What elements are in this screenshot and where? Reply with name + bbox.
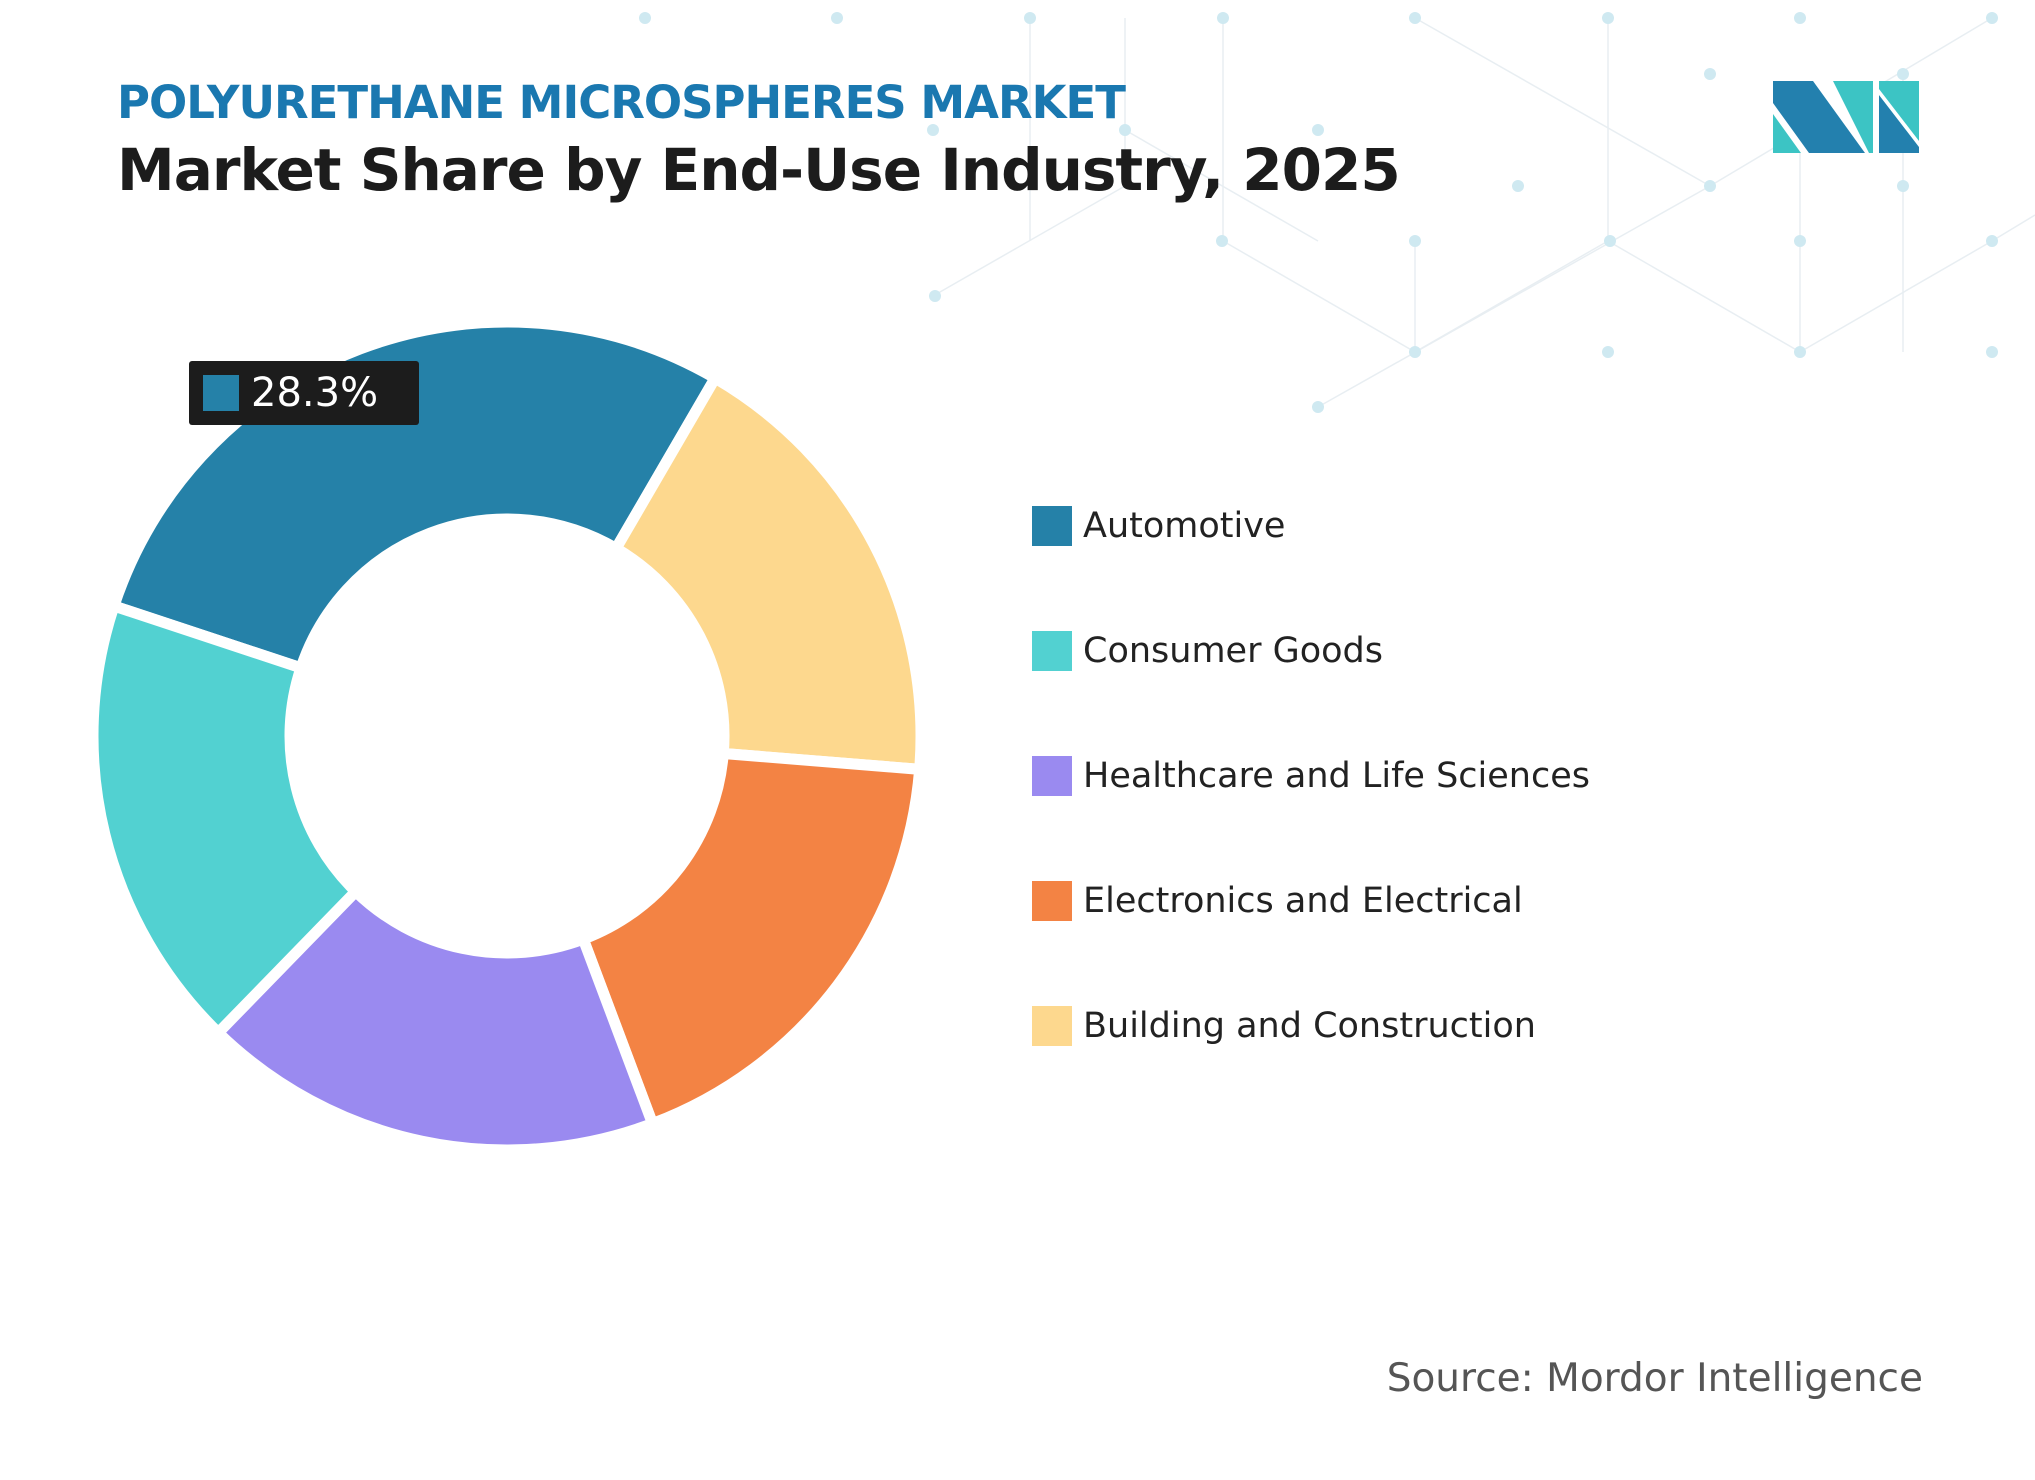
legend-label: Healthcare and Life Sciences (1083, 756, 1590, 796)
hexagon-background-pattern (639, 12, 2035, 413)
pattern-dot (1794, 235, 1806, 247)
pattern-dot (1986, 235, 1998, 247)
legend-label: Consumer Goods (1083, 631, 1383, 671)
pattern-dot (1794, 346, 1806, 358)
legend-swatch (1032, 631, 1072, 671)
pattern-dot (1409, 346, 1421, 358)
pattern-dot (1986, 346, 1998, 358)
data-label-text: 28.3% (251, 370, 379, 416)
pattern-dot (1897, 68, 1909, 80)
pattern-dot (1216, 235, 1228, 247)
pattern-dot (1217, 12, 1229, 24)
pattern-dot (1312, 124, 1324, 136)
pattern-dot (929, 290, 941, 302)
legend-label: Automotive (1083, 506, 1286, 546)
pattern-line (932, 185, 1126, 297)
pattern-line (1607, 240, 1801, 353)
slice-consumer-goods (87, 599, 364, 1041)
legend-swatch (1032, 1006, 1072, 1046)
pattern-dot (1794, 12, 1806, 24)
pattern-dot (1312, 401, 1324, 413)
pattern-dot (1602, 12, 1614, 24)
legend-item-electronics: Electronics and Electrical (1032, 881, 1590, 921)
mordor-logo-icon (1773, 81, 1919, 153)
pattern-dot (1512, 180, 1524, 192)
pattern-line (1222, 240, 1416, 353)
pattern-dot (1119, 124, 1131, 136)
data-label-automotive: 28.3% (189, 361, 419, 425)
pattern-line (1414, 17, 1711, 187)
slice-building-and-construction (608, 370, 927, 776)
pattern-dot (639, 12, 651, 24)
pattern-dot (1602, 346, 1614, 358)
legend-label: Electronics and Electrical (1083, 881, 1523, 921)
pattern-dot (831, 12, 843, 24)
pattern-dot (1897, 180, 1909, 192)
pattern-dot (1704, 68, 1716, 80)
pattern-dot (927, 124, 939, 136)
pattern-dot (1409, 235, 1421, 247)
legend-item-healthcare: Healthcare and Life Sciences (1032, 756, 1590, 796)
pattern-line (1317, 185, 1711, 408)
pattern-line (1799, 240, 1993, 353)
callout-swatch (203, 375, 239, 411)
pattern-dot (1986, 12, 1998, 24)
pattern-line (1124, 129, 1319, 242)
pattern-line (1991, 214, 2035, 242)
legend-label: Building and Construction (1083, 1006, 1536, 1046)
pattern-dot (1409, 12, 1421, 24)
legend: Automotive Consumer Goods Healthcare and… (1032, 506, 1590, 1131)
chart-kicker: POLYURETHANE MICROSPHERES MARKET (117, 76, 1126, 129)
source-note: Source: Mordor Intelligence (1386, 1356, 1923, 1401)
legend-item-automotive: Automotive (1032, 506, 1590, 546)
legend-item-building: Building and Construction (1032, 1006, 1590, 1046)
pattern-dot (1604, 235, 1616, 247)
pattern-dot (1704, 180, 1716, 192)
legend-swatch (1032, 881, 1072, 921)
legend-item-consumer-goods: Consumer Goods (1032, 631, 1590, 671)
slice-healthcare-and-life-sciences (210, 883, 660, 1156)
chart-title: Market Share by End-Use Industry, 2025 (117, 136, 1401, 204)
donut-chart (87, 316, 927, 1156)
legend-swatch (1032, 756, 1072, 796)
pattern-dot (1024, 12, 1036, 24)
legend-swatch (1032, 506, 1072, 546)
slice-electronics-and-electrical (576, 747, 926, 1131)
